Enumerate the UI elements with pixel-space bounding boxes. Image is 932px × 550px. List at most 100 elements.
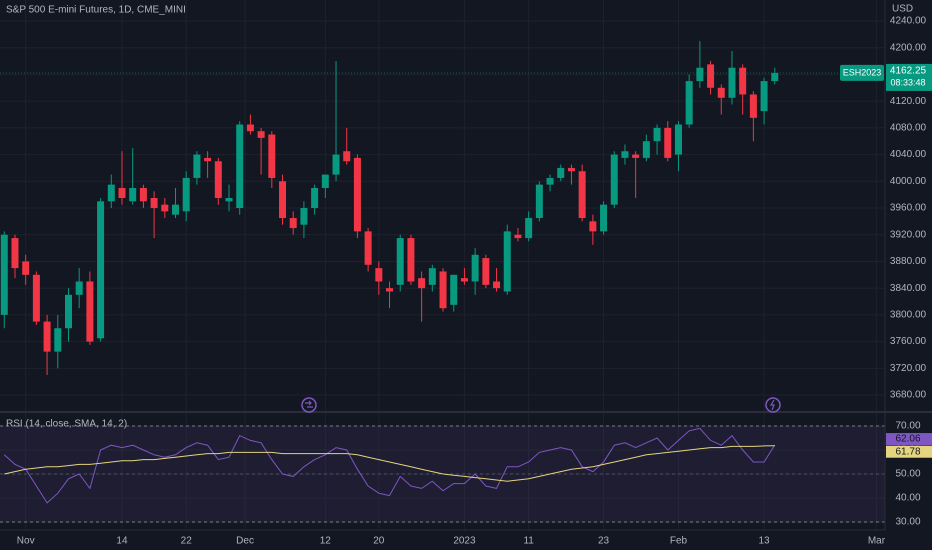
y-tick-label: 3720.00 [890, 363, 927, 374]
candle-body [225, 197, 233, 202]
candle-body [642, 141, 650, 158]
x-tick-label: Feb [670, 536, 688, 547]
y-tick-label: 4200.00 [890, 42, 927, 53]
candle-body [396, 238, 404, 285]
rsi-line [4, 445, 775, 482]
y-tick-label: 3800.00 [890, 310, 927, 321]
replay-icon[interactable] [301, 397, 317, 413]
candle-body [353, 157, 361, 232]
candle-body [535, 184, 543, 219]
candle-body [246, 124, 254, 132]
y-tick-label: 70.00 [895, 421, 920, 432]
y-tick-label: 4120.00 [890, 96, 927, 107]
x-tick-label: Dec [236, 536, 254, 547]
currency-label: USD [892, 4, 913, 15]
y-tick-label: 4040.00 [890, 149, 927, 160]
candle-body [118, 187, 126, 198]
y-tick-label: 3840.00 [890, 283, 927, 294]
candle-body [268, 134, 276, 178]
candle-body [236, 124, 244, 209]
candle-body [439, 271, 447, 309]
candle-body [0, 234, 8, 315]
candle-body [653, 127, 661, 142]
y-tick-label: 4000.00 [890, 176, 927, 187]
candle-body [279, 181, 287, 219]
candle-body [407, 238, 415, 282]
candle-body [289, 218, 297, 229]
y-tick-label: 3880.00 [890, 256, 927, 267]
candle-body [257, 131, 265, 138]
candle-body [161, 204, 169, 212]
candle-body [75, 281, 83, 295]
candle-body [557, 167, 565, 178]
candle-body [567, 167, 575, 172]
candle-body [493, 281, 501, 289]
candle-body [525, 218, 533, 239]
candle-body [107, 184, 115, 202]
candle-body [578, 171, 586, 219]
candle-body [64, 294, 72, 329]
labels: Nov 14 22 Dec 12 20 2023 11 23 Feb 13 Mar 3680.00 372… [17, 16, 932, 547]
candle-body [300, 208, 308, 225]
candle-body [503, 231, 511, 292]
candle-body [728, 67, 736, 98]
candle-body [428, 268, 436, 285]
y-tick-label: 30.00 [895, 517, 920, 528]
grid [0, 0, 885, 530]
candle-body [418, 278, 426, 289]
symbol-label: ESH2023 [843, 67, 882, 77]
candle-body [707, 64, 715, 88]
y-tick-label: 4240.00 [890, 16, 927, 27]
candle-body [54, 328, 62, 352]
candle-body [11, 238, 19, 269]
rsi-line [3, 427, 776, 504]
y-tick-label: 3760.00 [890, 336, 927, 347]
candle-body [86, 281, 94, 342]
marks [0, 41, 885, 504]
series-value-tag [886, 445, 932, 458]
candle-body [364, 231, 372, 265]
x-tick-label: 20 [373, 536, 385, 547]
symbol-tag [840, 64, 884, 81]
candle-body [311, 187, 319, 209]
candle-body [717, 87, 725, 98]
last-price-tag [886, 63, 932, 91]
candle-body [332, 154, 340, 175]
y-tick-label: 3960.00 [890, 203, 927, 214]
candle-body [129, 187, 137, 202]
event-icon[interactable] [765, 397, 781, 413]
x-tick-label: 22 [181, 536, 193, 547]
candle-body [139, 187, 147, 202]
candle-body [621, 151, 629, 158]
y-tick-label: 4080.00 [890, 122, 927, 133]
candle-body [375, 268, 383, 282]
series-value-tag [886, 433, 932, 446]
candle-body [450, 274, 458, 305]
x-tick-label: Nov [17, 536, 35, 547]
candle-body [182, 177, 190, 212]
candle-body [674, 124, 682, 155]
candle-body [386, 288, 394, 292]
candle-body [664, 127, 672, 158]
series-value-label: 61.78 [895, 446, 920, 457]
candle-body [696, 67, 704, 82]
candle-body [514, 234, 522, 239]
candle-body [546, 177, 554, 185]
candle-body [321, 174, 329, 188]
candle-body [610, 154, 618, 205]
x-tick-label: 13 [759, 536, 771, 547]
candle-body [32, 274, 40, 322]
candle-body [600, 204, 608, 232]
candle-body [471, 254, 479, 282]
candle-body [589, 221, 597, 232]
candle-body [739, 67, 747, 95]
candle-body [172, 204, 180, 215]
y-tick-label: 50.00 [895, 469, 920, 480]
candle-body [685, 81, 693, 125]
candle-body [22, 261, 30, 275]
y-tick-label: 40.00 [895, 493, 920, 504]
series-value-label: 62.06 [895, 434, 920, 445]
candle-body [193, 154, 201, 178]
x-tick-label: 11 [523, 536, 534, 547]
